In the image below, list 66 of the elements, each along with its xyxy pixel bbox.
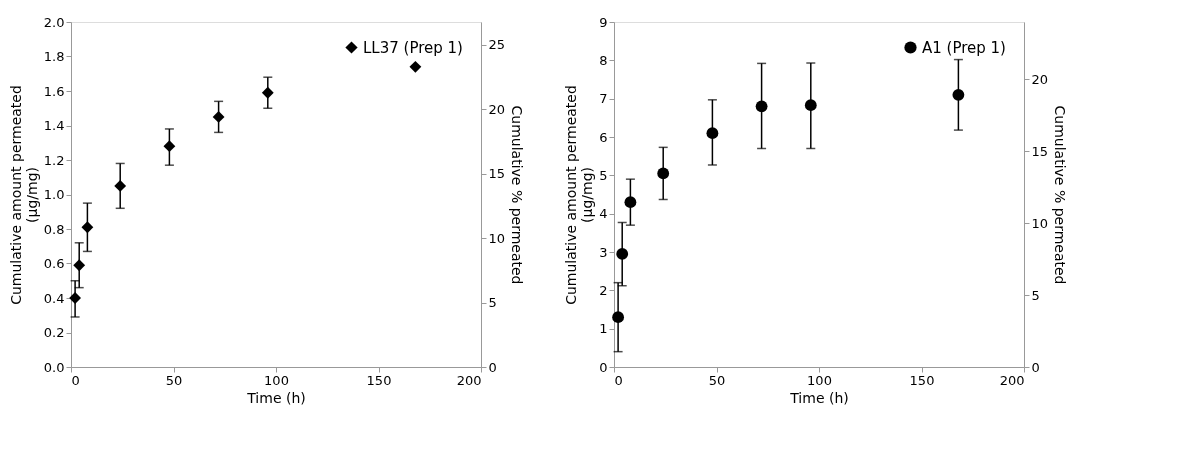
y2-tick-label: 15 [488,166,506,182]
y2-tick-label: 0 [488,359,497,375]
y-tick-label: 2 [599,282,608,298]
legend-label: LL37 (Prep 1) [363,38,463,57]
y-tick-label: 0.4 [43,290,65,306]
x-tick-label: 50 [165,372,183,388]
y2-tick-label: 0 [1031,359,1040,375]
point [612,311,625,324]
y2-tick-label: 10 [488,230,506,246]
x-tick-label: 0 [614,372,623,388]
y-tick-label: 0.0 [43,359,65,375]
y2-axis-title: Cumulative % permeated [509,105,526,285]
y-tick-label: 1.2 [43,152,65,168]
point [706,127,719,140]
legend-label: A1 (Prep 1) [922,38,1006,57]
x-tick-label: 200 [456,372,482,388]
point [616,248,629,260]
y2-tick-label: 15 [1031,143,1049,159]
point [624,196,637,209]
y-tick-label: 2.0 [43,14,65,30]
x-tick-label: 150 [366,372,392,388]
y-tick-label: 4 [599,206,608,222]
y2-axis-title: Cumulative % permeated [1052,105,1069,285]
point [212,110,225,123]
x-tick-label: 100 [807,372,832,388]
y-tick-label: 7 [599,91,608,107]
y-tick-label: 1.8 [43,49,65,64]
x-axis-title: Time (h) [246,389,306,406]
y-tick-label: 0 [599,359,608,375]
y-tick-label: 1.0 [43,187,65,202]
y2-tick-label: 20 [1031,72,1049,87]
point [163,140,176,153]
y-tick-label: 0.6 [43,256,65,271]
y-axis-title: Cumulative amount permeated (µg/mg) [563,85,596,305]
point [755,100,768,113]
x-tick-label: 150 [909,372,935,388]
y-tick-label: 1.6 [43,83,65,99]
y-tick-label: 1.4 [43,118,65,133]
point [804,99,817,112]
y-tick-label: 0.8 [43,221,65,237]
x-axis-title: Time (h) [789,389,849,406]
y-tick-label: 3 [599,244,608,260]
x-tick-label: 0 [71,372,80,388]
y-axis-title: Cumulative amount permeated (µg/mg) [7,85,40,305]
point [114,179,127,192]
y-tick-label: 5 [599,167,608,183]
point [73,259,86,272]
y2-tick-label: 5 [1031,287,1040,303]
y2-tick-label: 20 [488,101,506,117]
y-tick-label: 1 [599,321,608,337]
y-tick-label: 6 [599,129,608,145]
point [261,86,274,99]
point [409,60,422,73]
y2-tick-label: 5 [488,295,497,311]
x-tick-label: 100 [264,372,289,388]
point [69,292,82,304]
point [657,167,670,180]
point [952,88,965,101]
x-tick-label: 200 [999,372,1025,388]
y2-tick-label: 10 [1031,215,1049,231]
y-tick-label: 0.2 [43,325,65,340]
point [81,221,94,234]
y2-tick-label: 25 [488,37,506,53]
y-tick-label: 8 [599,52,608,68]
y-tick-label: 9 [599,14,608,30]
x-tick-label: 50 [708,372,726,388]
